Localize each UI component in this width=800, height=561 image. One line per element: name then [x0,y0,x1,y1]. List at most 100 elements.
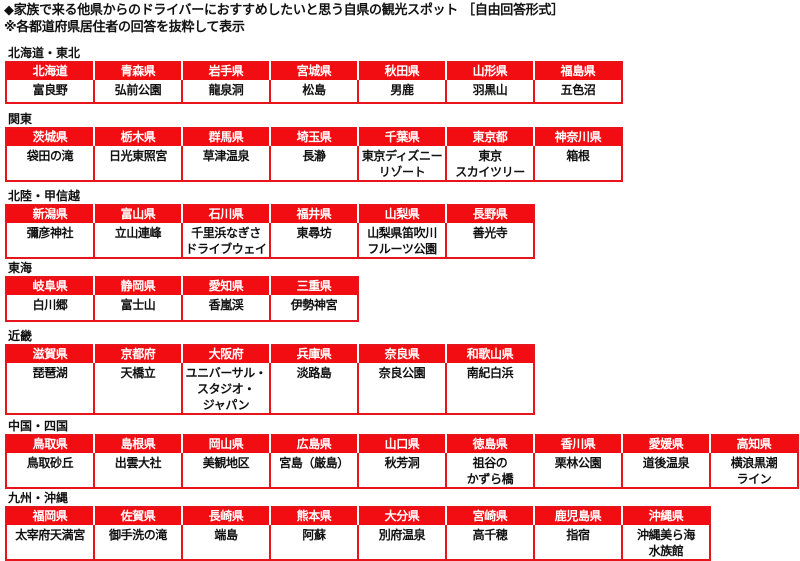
spot-text: 阿蘇 [302,528,326,542]
spot-text: 道後温泉 [642,456,690,470]
spot-text: 鳥取砂丘 [26,456,74,470]
spot-text: 箱根 [566,149,590,163]
region-section: 北海道・東北 北海道 青森県 岩手県 宮城県 秋田県 山形県 福島県 富良野 弘前公園 龍泉洞 松島 男… [5,46,623,104]
spot-cell: 鳥取砂丘 [6,453,94,488]
region-table: 福岡県 佐賀県 長崎県 熊本県 大分県 宮崎県 鹿児島県 沖縄県太宰府天満宮 御手洗の滝 端島 阿蘇… [5,506,711,561]
region-label: 中国・四国 [8,419,69,433]
spot-text: 千里浜なぎさ [191,226,261,240]
spot-text: ユニバーサル・ [185,366,267,380]
prefecture-header: 岩手県 [181,62,270,80]
prefecture-header: 新潟県 [6,205,94,223]
region-section: 九州・沖縄福岡県 佐賀県 長崎県 熊本県 大分県 宮崎県 鹿児島県 沖縄県太宰府天満宮 御手洗の… [5,491,711,561]
table-row: 琵琶湖 天橋立 ユニバーサル・ スタジオ・ ジャパン 淡路島 奈良公園 南紀白浜 [6,363,534,414]
spot-text: 五色沼 [560,83,596,97]
spot-text: 天橋立 [120,366,156,380]
spot-cell: 祖谷の かずら橋 [445,453,534,488]
spot-text: 男鹿 [390,83,414,97]
spot-text: 太宰府天満宮 [15,528,85,542]
spot-cell: 男鹿 [357,80,446,103]
spot-text: 別府温泉 [378,528,426,542]
spot-text: 彌彦神社 [26,226,74,240]
spot-cell: 出雲大社 [93,453,182,488]
prefecture-header: 京都府 [93,345,182,363]
spot-text: 立山連峰 [114,226,162,240]
spot-text: 香嵐渓 [208,298,244,312]
prefecture-header: 大阪府 [181,345,270,363]
region-table: 鳥取県 島根県 岡山県 広島県 山口県 徳島県 香川県 愛媛県 高知県 鳥取砂丘 出雲大社 美観地区 宮… [5,434,799,489]
spot-text: 秋芳洞 [384,456,420,470]
region-section: 近畿 滋賀県 京都府 大阪府 兵庫県 奈良県 和歌山県 琵琶湖 天橋立 ユニバーサル・ スタジオ・ジ… [5,329,535,415]
prefecture-header: 岡山県 [181,435,270,453]
region-label: 北海道・東北 [8,46,81,60]
spot-cell: 長瀞 [269,146,358,181]
spot-text: 伊勢神宮 [290,298,338,312]
spot-text: 指宿 [566,528,590,542]
prefecture-header: 千葉県 [357,128,446,146]
table-row: 袋田の滝 日光東照宮 草津温泉 長瀞 東京ディズニー リゾート 東京 スカイツリー 箱根 [6,146,622,181]
region-table: 新潟県 富山県 石川県 福井県 山梨県 長野県 彌彦神社 立山連峰 千里浜なぎさ ドライブウェイ 東… [5,204,535,259]
region-table: 岐阜県 静岡県 愛知県 三重県 白川郷 富士山 香嵐渓 伊勢神宮 [5,276,359,322]
spot-cell: 端島 [181,525,270,560]
prefecture-header: 鹿児島県 [533,507,622,525]
spot-cell: 横浪黒潮 ライン [709,453,798,488]
spot-text: リゾート [378,165,426,179]
prefecture-header: 兵庫県 [269,345,358,363]
spot-cell: 箱根 [533,146,622,181]
prefecture-header: 山形県 [445,62,534,80]
region-table: 茨城県 栃木県 群馬県 埼玉県 千葉県 東京都 神奈川県 袋田の滝 日光東照宮 草津温泉 長瀞 東京デ… [5,127,623,182]
region-section: 中国・四国 鳥取県 島根県 岡山県 広島県 山口県 徳島県 香川県 愛媛県 高知県 鳥取砂丘 出雲大社… [5,419,799,489]
table-row: 彌彦神社 立山連峰 千里浜なぎさ ドライブウェイ 東尋坊 山梨県笛吹川 フルーツ公園 善光寺 [6,223,534,258]
page-title: ◆家族で来る他県からのドライバーにおすすめしたいと思う自県の観光スポット ［自由… [4,3,564,18]
spot-cell: 松島 [269,80,358,103]
region-table: 北海道 青森県 岩手県 宮城県 秋田県 山形県 福島県 富良野 弘前公園 龍泉洞 松島 男鹿 羽黒山 五色… [5,61,623,104]
header-row: 岐阜県 静岡県 愛知県 三重県 [6,277,358,295]
prefecture-header: 山梨県 [357,205,446,223]
spot-cell: 富士山 [93,295,182,321]
spot-text: 弘前公園 [114,83,162,97]
spot-cell: 羽黒山 [445,80,534,103]
spot-text: 日光東照宮 [108,149,167,163]
prefecture-header: 奈良県 [357,345,446,363]
region-label: 関東 [8,112,33,126]
spot-cell: 美観地区 [181,453,270,488]
spot-cell: 香嵐渓 [181,295,270,321]
spot-text: 山梨県笛吹川 [367,226,437,240]
spot-text: 栗林公園 [554,456,602,470]
prefecture-header: 熊本県 [269,507,358,525]
prefecture-header: 佐賀県 [93,507,182,525]
spot-text: ライン [736,472,772,486]
spot-cell: 高千穂 [445,525,534,560]
spot-cell: 御手洗の滝 [93,525,182,560]
spot-text: ドライブウェイ [185,242,267,256]
spot-text: 東京 [478,149,502,163]
region-section: 関東 茨城県 栃木県 群馬県 埼玉県 千葉県 東京都 神奈川県 袋田の滝 日光東照宮 草津温泉 長瀞 東… [5,112,623,182]
prefecture-header: 和歌山県 [445,345,534,363]
spot-text: 袋田の滝 [26,149,74,163]
spot-cell: 別府温泉 [357,525,446,560]
header-row: 福岡県 佐賀県 長崎県 熊本県 大分県 宮崎県 鹿児島県 沖縄県 [6,507,710,525]
spot-text: 羽黒山 [472,83,508,97]
spot-cell: 山梨県笛吹川 フルーツ公園 [357,223,446,258]
prefecture-header: 栃木県 [93,128,182,146]
spot-text: 富良野 [32,83,68,97]
table-row: 白川郷 富士山 香嵐渓 伊勢神宮 [6,295,358,321]
prefecture-header: 島根県 [93,435,182,453]
region-label: 九州・沖縄 [8,491,69,505]
spot-text: 龍泉洞 [208,83,244,97]
spot-text: 琵琶湖 [32,366,68,380]
header-row: 新潟県 富山県 石川県 福井県 山梨県 長野県 [6,205,534,223]
spot-cell: 立山連峰 [93,223,182,258]
table-row: 富良野 弘前公園 龍泉洞 松島 男鹿 羽黒山 五色沼 [6,80,622,103]
prefecture-header: 神奈川県 [533,128,622,146]
spot-cell: 琵琶湖 [6,363,94,414]
spot-cell: 白川郷 [6,295,94,321]
spot-text: フルーツ公園 [367,242,437,256]
prefecture-header: 鳥取県 [6,435,94,453]
spot-text: 宮島（厳島） [279,456,349,470]
prefecture-header: 富山県 [93,205,182,223]
page-subtitle: ※各都道府県居住者の回答を抜粋して表示 [4,20,245,35]
spot-cell: 草津温泉 [181,146,270,181]
spot-cell: 伊勢神宮 [269,295,358,321]
prefecture-header: 茨城県 [6,128,94,146]
prefecture-header: 静岡県 [93,277,182,295]
